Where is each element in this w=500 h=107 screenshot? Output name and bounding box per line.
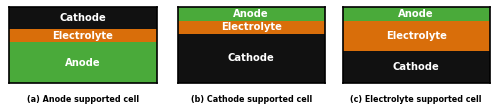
Text: Electrolyte: Electrolyte xyxy=(52,31,113,41)
Bar xyxy=(9,29,156,42)
Text: Electrolyte: Electrolyte xyxy=(386,31,446,41)
Text: Anode: Anode xyxy=(65,58,100,68)
Bar xyxy=(342,51,490,83)
Text: (b) Cathode supported cell: (b) Cathode supported cell xyxy=(190,95,312,104)
Text: (a) Anode supported cell: (a) Anode supported cell xyxy=(26,95,139,104)
Text: Cathode: Cathode xyxy=(60,13,106,23)
Bar xyxy=(342,7,490,21)
Text: Electrolyte: Electrolyte xyxy=(221,22,282,32)
Text: Cathode: Cathode xyxy=(228,54,274,63)
Bar xyxy=(9,42,156,83)
Bar xyxy=(178,7,325,21)
Bar xyxy=(178,33,325,83)
Bar xyxy=(9,7,156,29)
Bar xyxy=(178,21,325,33)
Bar xyxy=(342,21,490,51)
Text: Cathode: Cathode xyxy=(393,62,440,72)
Text: Anode: Anode xyxy=(234,9,269,19)
Text: (c) Electrolyte supported cell: (c) Electrolyte supported cell xyxy=(350,95,482,104)
Text: Anode: Anode xyxy=(398,9,434,19)
